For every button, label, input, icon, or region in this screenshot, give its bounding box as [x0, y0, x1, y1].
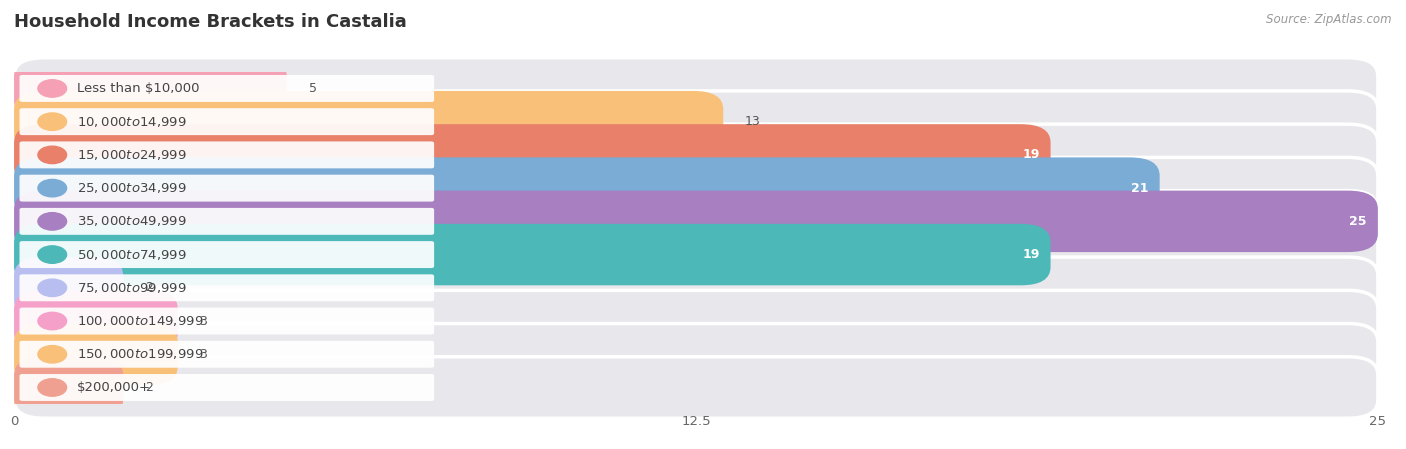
FancyBboxPatch shape	[14, 357, 1378, 418]
Text: $35,000 to $49,999: $35,000 to $49,999	[77, 214, 187, 229]
Text: $10,000 to $14,999: $10,000 to $14,999	[77, 114, 187, 129]
FancyBboxPatch shape	[14, 158, 1378, 219]
Text: $15,000 to $24,999: $15,000 to $24,999	[77, 148, 187, 162]
FancyBboxPatch shape	[20, 108, 434, 135]
Text: $50,000 to $74,999: $50,000 to $74,999	[77, 247, 187, 262]
FancyBboxPatch shape	[14, 58, 1378, 119]
Circle shape	[38, 279, 66, 296]
FancyBboxPatch shape	[20, 175, 434, 202]
FancyBboxPatch shape	[14, 291, 1378, 352]
FancyBboxPatch shape	[14, 158, 1160, 219]
FancyBboxPatch shape	[20, 308, 434, 335]
FancyBboxPatch shape	[20, 208, 434, 235]
Circle shape	[38, 246, 66, 263]
Text: 25: 25	[1350, 215, 1367, 228]
FancyBboxPatch shape	[20, 374, 434, 401]
Circle shape	[38, 80, 66, 97]
Text: $150,000 to $199,999: $150,000 to $199,999	[77, 347, 204, 361]
FancyBboxPatch shape	[14, 191, 1378, 252]
Text: $100,000 to $149,999: $100,000 to $149,999	[77, 314, 204, 328]
Circle shape	[38, 313, 66, 330]
Text: $25,000 to $34,999: $25,000 to $34,999	[77, 181, 187, 195]
Circle shape	[38, 213, 66, 230]
FancyBboxPatch shape	[14, 291, 177, 352]
Text: $200,000+: $200,000+	[77, 381, 150, 394]
Text: 3: 3	[200, 348, 208, 361]
Text: 19: 19	[1022, 248, 1039, 261]
FancyBboxPatch shape	[14, 257, 1378, 318]
FancyBboxPatch shape	[14, 58, 287, 119]
FancyBboxPatch shape	[14, 257, 124, 318]
Circle shape	[38, 346, 66, 363]
FancyBboxPatch shape	[20, 274, 434, 301]
Circle shape	[38, 180, 66, 197]
Text: Less than $10,000: Less than $10,000	[77, 82, 200, 95]
Text: 2: 2	[145, 282, 153, 294]
FancyBboxPatch shape	[14, 191, 1378, 252]
FancyBboxPatch shape	[14, 324, 177, 385]
FancyBboxPatch shape	[14, 124, 1378, 185]
Text: 13: 13	[745, 115, 761, 128]
Text: 21: 21	[1132, 182, 1149, 194]
Text: 5: 5	[309, 82, 316, 95]
FancyBboxPatch shape	[14, 224, 1050, 285]
Text: 2: 2	[145, 381, 153, 394]
Text: Source: ZipAtlas.com: Source: ZipAtlas.com	[1267, 13, 1392, 26]
FancyBboxPatch shape	[14, 357, 124, 418]
Circle shape	[38, 113, 66, 130]
FancyBboxPatch shape	[20, 341, 434, 368]
FancyBboxPatch shape	[14, 224, 1378, 285]
FancyBboxPatch shape	[14, 124, 1050, 185]
Text: 3: 3	[200, 315, 208, 327]
Text: 19: 19	[1022, 149, 1039, 161]
FancyBboxPatch shape	[20, 141, 434, 168]
Text: $75,000 to $99,999: $75,000 to $99,999	[77, 281, 187, 295]
Circle shape	[38, 379, 66, 396]
FancyBboxPatch shape	[20, 241, 434, 268]
FancyBboxPatch shape	[20, 75, 434, 102]
Text: Household Income Brackets in Castalia: Household Income Brackets in Castalia	[14, 13, 406, 31]
FancyBboxPatch shape	[14, 324, 1378, 385]
Circle shape	[38, 146, 66, 163]
FancyBboxPatch shape	[14, 91, 723, 152]
FancyBboxPatch shape	[14, 91, 1378, 152]
